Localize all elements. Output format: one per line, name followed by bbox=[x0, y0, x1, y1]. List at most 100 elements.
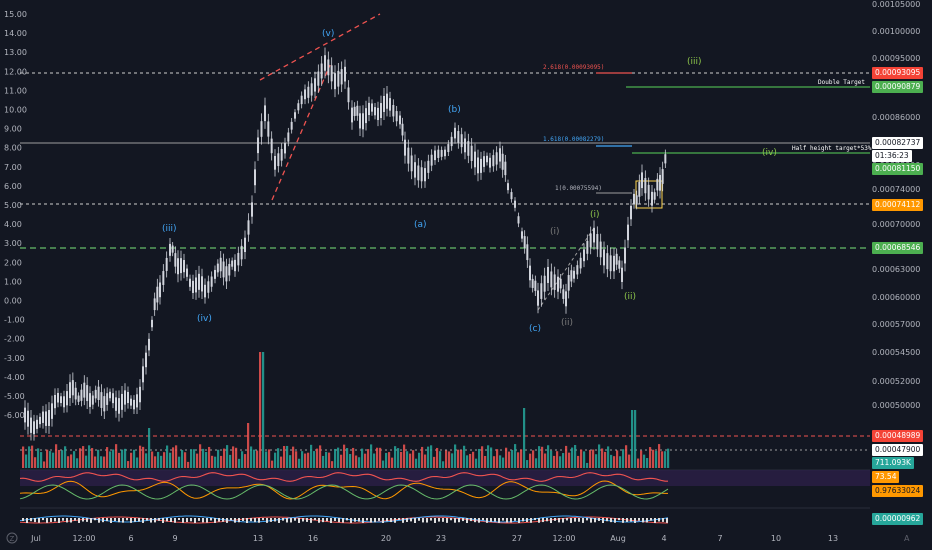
histogram-bar bbox=[334, 518, 336, 521]
histogram-bar bbox=[226, 518, 228, 523]
left-axis-label: 12.00 bbox=[4, 67, 27, 76]
price-badge-b2: 0.00090879 bbox=[872, 81, 924, 93]
candle-body bbox=[195, 277, 197, 293]
candle-body bbox=[66, 391, 68, 406]
candle-body bbox=[656, 178, 659, 191]
histogram-bar bbox=[402, 518, 404, 523]
volume-bar bbox=[151, 451, 154, 468]
candle-body bbox=[368, 102, 370, 116]
candle-body bbox=[470, 145, 473, 161]
histogram-bar bbox=[122, 518, 124, 523]
volume-bar bbox=[214, 456, 217, 468]
histogram-bar bbox=[366, 518, 368, 521]
candle-body bbox=[492, 155, 495, 167]
histogram-bar bbox=[326, 518, 328, 522]
volume-bar bbox=[376, 447, 379, 468]
volume-bar bbox=[247, 423, 250, 468]
auto-scale-button[interactable]: A bbox=[904, 534, 910, 543]
half-target-label: Half height target*53% bbox=[792, 145, 872, 152]
histogram-bar bbox=[630, 518, 632, 522]
left-axis-label: 3.00 bbox=[4, 239, 22, 248]
histogram-bar bbox=[642, 518, 644, 523]
candle-body bbox=[159, 282, 161, 298]
volume-bar bbox=[49, 451, 52, 468]
volume-bar bbox=[301, 451, 304, 468]
histogram-bar bbox=[354, 518, 356, 522]
histogram-bar bbox=[170, 518, 172, 523]
volume-bar bbox=[607, 446, 610, 468]
right-axis-label: 0.00060000 bbox=[872, 293, 920, 302]
volume-bar bbox=[547, 445, 550, 468]
histogram-bar bbox=[522, 518, 524, 522]
time-axis: Jul 12:00 6 9 13 16 20 23 27 12:00 Aug 4 7 10 13 bbox=[30, 534, 838, 543]
candle-body bbox=[264, 105, 266, 122]
candle-body bbox=[557, 276, 559, 292]
volume-bar bbox=[385, 452, 388, 468]
candle-body bbox=[638, 181, 641, 197]
candle-body bbox=[124, 390, 126, 405]
candle-body bbox=[257, 137, 259, 154]
candle-body bbox=[244, 237, 246, 253]
left-axis-label: -2.00 bbox=[4, 335, 25, 344]
volume-bar bbox=[226, 445, 229, 468]
volume-bar bbox=[124, 448, 127, 468]
candle-body bbox=[537, 290, 539, 306]
candle-body bbox=[94, 389, 97, 399]
volume-bar bbox=[430, 445, 433, 468]
volume-bar bbox=[553, 455, 556, 468]
volume-bar bbox=[535, 458, 538, 468]
volume-bar bbox=[502, 457, 505, 468]
candle-body bbox=[115, 397, 117, 411]
volume-bar bbox=[661, 451, 664, 468]
volume-bar bbox=[139, 445, 142, 468]
candle-body bbox=[374, 107, 376, 116]
candle-body bbox=[653, 192, 656, 200]
candle-body bbox=[599, 241, 602, 258]
candle-body bbox=[186, 268, 188, 277]
volume-bar bbox=[259, 352, 262, 468]
timezone-icon[interactable] bbox=[6, 532, 18, 544]
candle-body bbox=[499, 148, 501, 162]
histogram-bar bbox=[406, 518, 408, 522]
histogram-bar bbox=[602, 518, 604, 523]
histogram-bar bbox=[622, 518, 624, 523]
right-axis-label: 0.00086000 bbox=[872, 113, 920, 122]
volume-bar bbox=[223, 448, 226, 468]
histogram-bar bbox=[586, 518, 588, 521]
volume-bar bbox=[205, 451, 208, 468]
histogram-bar bbox=[306, 518, 308, 522]
histogram-bar bbox=[430, 518, 432, 521]
volume-bar bbox=[436, 447, 439, 468]
candle-body bbox=[664, 154, 667, 164]
candle-body bbox=[42, 411, 44, 423]
volume-bar bbox=[163, 452, 166, 468]
candle-body bbox=[142, 366, 144, 383]
candle-body bbox=[300, 95, 303, 105]
histogram-bar bbox=[570, 518, 572, 523]
candle-body bbox=[559, 278, 562, 289]
candle-body bbox=[624, 247, 626, 264]
time-axis-label: 13 bbox=[253, 534, 263, 543]
candle-body bbox=[39, 416, 41, 425]
volume-bar bbox=[67, 456, 70, 468]
histogram-bar bbox=[270, 518, 272, 522]
candle-body bbox=[60, 396, 62, 404]
volume-bar bbox=[55, 444, 58, 468]
histogram-bar bbox=[374, 518, 376, 523]
candle-body bbox=[507, 183, 509, 191]
volume-bar bbox=[331, 461, 334, 468]
volume-bar bbox=[469, 453, 472, 468]
candle-body bbox=[57, 392, 59, 403]
volume-bar bbox=[316, 448, 319, 468]
candle-body bbox=[424, 168, 426, 182]
volume-bar bbox=[643, 454, 646, 468]
histogram-bar bbox=[614, 518, 616, 523]
candle-body bbox=[89, 393, 91, 407]
histogram-bar bbox=[322, 518, 324, 523]
volume-bar bbox=[412, 450, 415, 468]
volume-bar bbox=[361, 448, 364, 468]
histogram-bar bbox=[50, 518, 52, 522]
histogram-bar bbox=[342, 518, 344, 523]
